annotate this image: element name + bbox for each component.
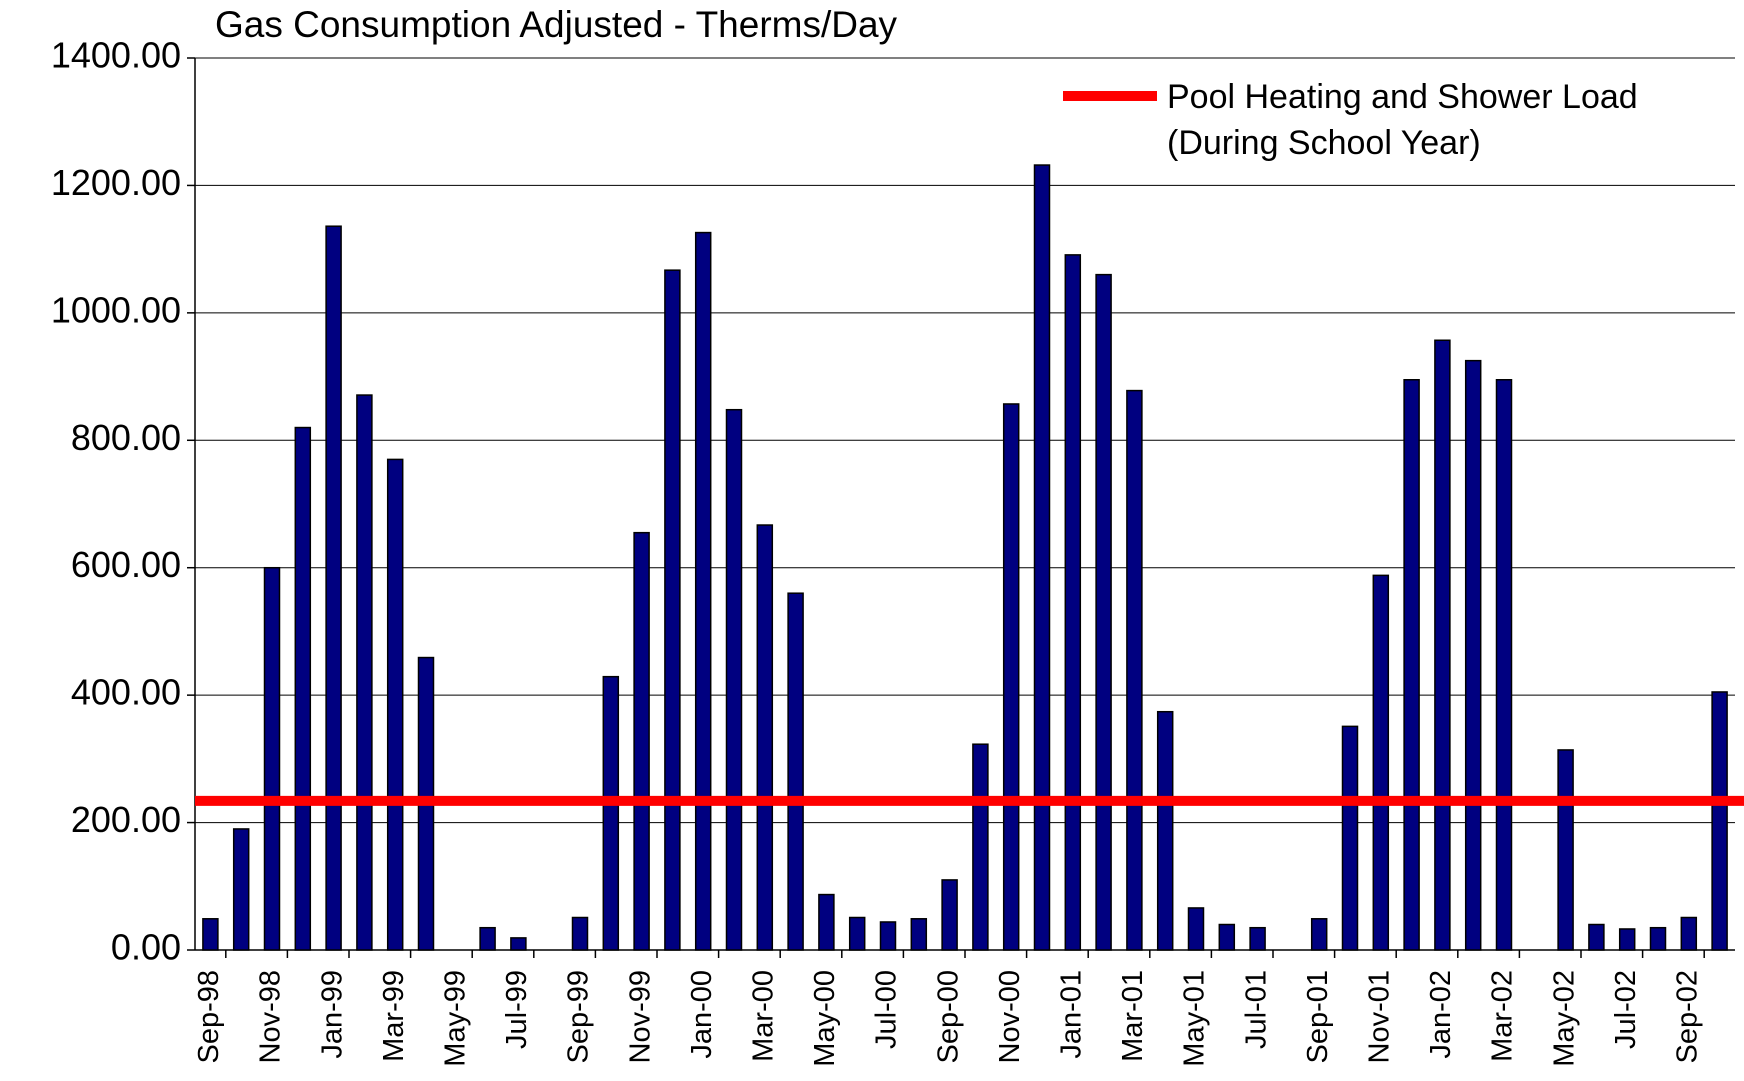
x-tick-label: Nov-01 xyxy=(1363,970,1395,1064)
x-tick-label: Sep-02 xyxy=(1671,970,1703,1064)
bar xyxy=(756,524,774,951)
y-tick-label: 0.00 xyxy=(111,927,181,968)
bar xyxy=(1218,923,1236,951)
y-tick-label: 800.00 xyxy=(71,417,181,458)
bar xyxy=(1403,379,1420,951)
bar xyxy=(1680,916,1698,951)
bar xyxy=(1341,725,1359,951)
x-tick-label: Jan-01 xyxy=(1055,970,1087,1059)
bar xyxy=(263,566,281,951)
x-tick-label: Jul-02 xyxy=(1610,970,1642,1049)
bar xyxy=(1588,923,1605,951)
x-tick-label: Jul-00 xyxy=(871,970,903,1049)
bar xyxy=(694,231,712,951)
x-tick-label: Jul-01 xyxy=(1240,970,1272,1049)
x-tick-label: Sep-00 xyxy=(932,970,964,1064)
legend-label: Pool Heating and Shower Load xyxy=(1167,78,1638,116)
x-tick-label: Sep-99 xyxy=(563,970,595,1064)
bar xyxy=(1249,926,1266,951)
y-tick-label: 400.00 xyxy=(71,672,181,713)
x-tick-label: Mar-01 xyxy=(1117,970,1149,1062)
bar xyxy=(479,926,496,951)
x-tick-label: May-00 xyxy=(809,970,841,1067)
x-tick-label: May-01 xyxy=(1179,970,1211,1067)
x-tick-label: Jul-99 xyxy=(501,970,533,1049)
y-tick-label: 1000.00 xyxy=(51,289,181,330)
bar xyxy=(787,592,804,951)
bar xyxy=(725,408,743,951)
bar xyxy=(356,394,373,951)
bar xyxy=(633,531,650,951)
bar xyxy=(1495,379,1513,951)
x-tick-label: Nov-99 xyxy=(624,970,656,1064)
bar xyxy=(879,921,897,951)
bar xyxy=(941,879,958,951)
bar xyxy=(1310,918,1328,951)
bar xyxy=(818,893,835,951)
y-tick-label: 1200.00 xyxy=(51,162,181,203)
x-tick-label: May-99 xyxy=(439,970,471,1067)
y-tick-label: 1400.00 xyxy=(51,35,181,76)
x-tick-label: Sep-01 xyxy=(1302,970,1334,1064)
x-tick-label: Jan-00 xyxy=(686,970,718,1059)
x-tick-label: Mar-99 xyxy=(378,970,410,1062)
x-tick-label: Mar-00 xyxy=(747,970,779,1062)
x-tick-label: Sep-98 xyxy=(193,970,225,1064)
x-tick-label: Nov-98 xyxy=(255,970,287,1064)
bar xyxy=(294,426,312,951)
y-tick-label: 200.00 xyxy=(71,799,181,840)
bar xyxy=(972,743,989,951)
bar xyxy=(1095,273,1112,951)
x-tick-label: Nov-00 xyxy=(994,970,1026,1064)
chart-title: Gas Consumption Adjusted - Therms/Day xyxy=(215,4,898,45)
bar xyxy=(386,458,404,951)
bar xyxy=(1372,574,1390,951)
bar xyxy=(1033,164,1051,951)
bar xyxy=(325,225,342,951)
bar xyxy=(664,269,681,951)
y-tick-label: 600.00 xyxy=(71,544,181,585)
x-tick-label: Mar-02 xyxy=(1487,970,1519,1062)
bar xyxy=(1618,928,1636,951)
bar xyxy=(1464,359,1482,951)
bar xyxy=(1187,907,1205,951)
legend-label: (During School Year) xyxy=(1167,124,1481,162)
x-tick-label: May-02 xyxy=(1548,970,1580,1067)
bar xyxy=(202,918,219,951)
bar xyxy=(510,937,527,951)
x-tick-label: Jan-99 xyxy=(316,970,348,1059)
bar xyxy=(1064,254,1082,951)
bar xyxy=(1002,403,1020,951)
bar xyxy=(848,916,866,951)
bar xyxy=(571,916,589,951)
bar xyxy=(1711,691,1728,951)
bar xyxy=(1649,926,1667,951)
bar xyxy=(1126,389,1143,951)
x-tick-label: Jan-02 xyxy=(1425,970,1457,1059)
bar xyxy=(602,675,620,951)
bar xyxy=(1557,749,1574,951)
bar xyxy=(1156,710,1174,951)
bar xyxy=(1434,339,1451,951)
bar xyxy=(232,828,250,951)
bar xyxy=(910,918,928,951)
